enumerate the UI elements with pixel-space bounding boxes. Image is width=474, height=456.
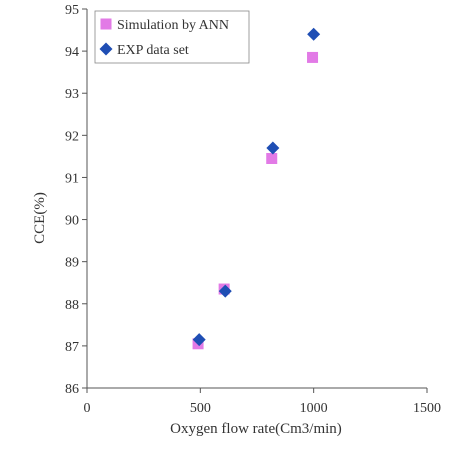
y-tick-label: 88 xyxy=(65,298,79,313)
y-tick-label: 86 xyxy=(65,382,79,397)
data-point xyxy=(192,333,206,347)
x-tick-label: 1500 xyxy=(413,401,441,416)
y-tick-label: 91 xyxy=(65,171,79,186)
data-point xyxy=(266,152,278,164)
y-tick-label: 94 xyxy=(65,45,79,60)
legend-label: EXP data set xyxy=(117,43,189,58)
legend-label: Simulation by ANN xyxy=(117,18,229,33)
legend: Simulation by ANN EXP data set xyxy=(94,10,250,64)
y-tick-label: 93 xyxy=(65,87,79,102)
x-tick-label: 0 xyxy=(84,401,91,416)
x-tick-label: 500 xyxy=(190,401,211,416)
points-layer xyxy=(192,27,321,350)
y-tick-label: 90 xyxy=(65,214,79,229)
y-axis-title: CCE(%) xyxy=(32,192,48,244)
legend-marker xyxy=(99,42,113,56)
data-point xyxy=(266,141,280,155)
data-point xyxy=(307,27,321,41)
y-tick-label: 95 xyxy=(65,3,79,18)
data-point xyxy=(307,51,319,63)
legend-box xyxy=(94,10,250,64)
axes-layer: 86 87 88 89 90 91 92 93 94 95 0 500 1000 1500 xyxy=(65,3,441,416)
x-tick-label: 1000 xyxy=(300,401,328,416)
y-tick-label: 89 xyxy=(65,256,79,271)
x-axis-title: Oxygen flow rate(Cm3/min) xyxy=(170,421,342,437)
legend-marker xyxy=(100,18,112,30)
y-tick-label: 92 xyxy=(65,129,79,144)
series-exp-data xyxy=(192,27,321,347)
y-tick-label: 87 xyxy=(65,340,79,355)
data-point xyxy=(218,284,232,298)
series-simulation-ann xyxy=(192,51,319,350)
